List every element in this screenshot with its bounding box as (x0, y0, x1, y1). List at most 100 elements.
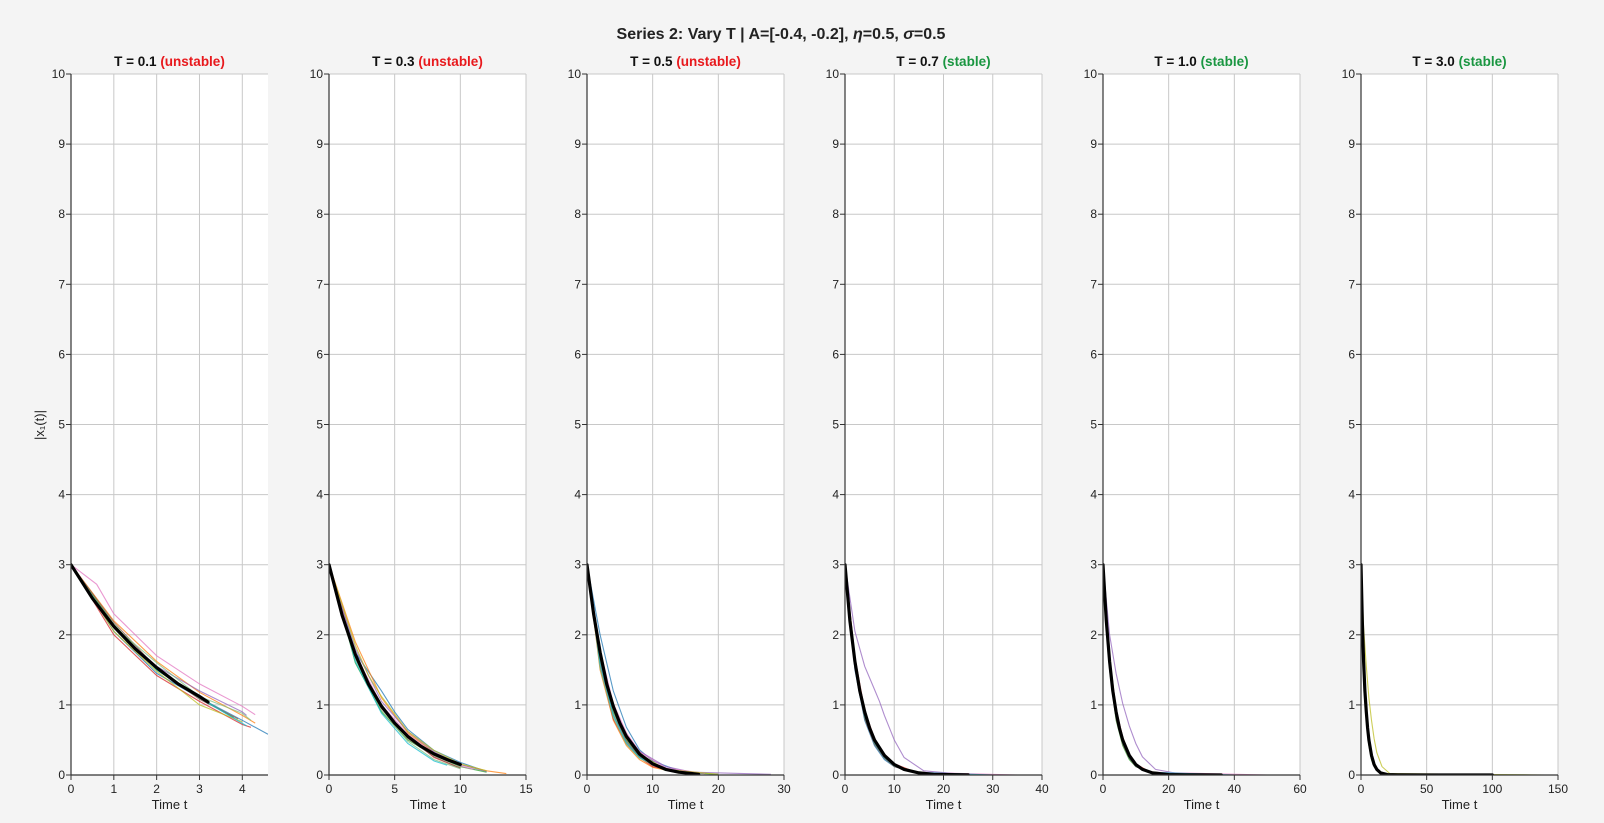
y-tick-label: 1 (574, 698, 581, 712)
y-tick-label: 4 (1348, 488, 1355, 502)
subplot-title-param: T = 1.0 (1154, 54, 1200, 69)
y-tick-label: 8 (832, 207, 839, 221)
y-tick-label: 6 (574, 347, 581, 361)
x-tick-label: 10 (646, 782, 660, 796)
y-tick-label: 6 (58, 347, 65, 361)
y-tick-label: 9 (1090, 137, 1097, 151)
y-tick-label: 3 (1090, 558, 1097, 572)
stability-label: (unstable) (160, 54, 225, 69)
y-tick-label: 7 (58, 277, 65, 291)
subplot-title: T = 0.1 (unstable) (114, 54, 225, 69)
y-tick-label: 10 (1342, 67, 1356, 81)
y-tick-label: 9 (574, 137, 581, 151)
subplot-title: T = 0.5 (unstable) (630, 54, 741, 69)
sample-path (1361, 564, 1545, 775)
y-tick-label: 0 (58, 768, 65, 782)
subplot-4: 0 1 2 3 4 5 6 7 8 9 10 0 10 20 30 40 Time t T = 0.7 (stab… (826, 54, 1049, 812)
sample-path (1103, 564, 1182, 775)
y-tick-label: 10 (52, 67, 66, 81)
y-tick-label: 4 (574, 488, 581, 502)
y-tick-label: 9 (316, 137, 323, 151)
y-tick-label: 2 (1090, 628, 1097, 642)
y-tick-label: 0 (1348, 768, 1355, 782)
subplot-title-param: T = 0.7 (896, 54, 942, 69)
x-tick-label: 0 (584, 782, 591, 796)
y-tick-label: 5 (1348, 418, 1355, 432)
x-tick-label: 5 (391, 782, 398, 796)
y-tick-label: 2 (316, 628, 323, 642)
y-tick-label: 6 (832, 347, 839, 361)
y-tick-label: 10 (310, 67, 324, 81)
y-tick-label: 10 (1084, 67, 1098, 81)
y-tick-label: 2 (1348, 628, 1355, 642)
stability-label: (unstable) (676, 54, 741, 69)
x-tick-label: 0 (1100, 782, 1107, 796)
y-tick-label: 8 (574, 207, 581, 221)
y-tick-label: 5 (58, 418, 65, 432)
x-axis-label: Time t (926, 797, 962, 812)
y-tick-label: 6 (316, 347, 323, 361)
series-group (845, 563, 1018, 775)
x-axis-label: Time t (1184, 797, 1220, 812)
series-group (71, 563, 268, 735)
y-tick-label: 3 (1348, 558, 1355, 572)
x-axis-label: Time t (152, 797, 188, 812)
x-tick-label: 1 (110, 782, 117, 796)
x-axis-label: Time t (668, 797, 704, 812)
stability-label: (unstable) (418, 54, 483, 69)
x-tick-label: 10 (888, 782, 902, 796)
figure-title-eta: η (853, 26, 863, 43)
x-tick-label: 20 (937, 782, 951, 796)
stability-label: (stable) (1201, 54, 1249, 69)
y-tick-label: 7 (1348, 277, 1355, 291)
x-tick-label: 0 (68, 782, 75, 796)
subplot-title-param: T = 3.0 (1412, 54, 1458, 69)
y-tick-label: 8 (58, 207, 65, 221)
x-tick-label: 50 (1420, 782, 1434, 796)
stability-label: (stable) (1459, 54, 1507, 69)
mean-path (587, 563, 701, 775)
y-tick-label: 3 (316, 558, 323, 572)
x-tick-label: 2 (153, 782, 160, 796)
y-tick-label: 5 (1090, 418, 1097, 432)
subplot-title: T = 1.0 (stable) (1154, 54, 1248, 69)
x-tick-label: 100 (1482, 782, 1502, 796)
y-tick-label: 4 (58, 488, 65, 502)
x-tick-label: 15 (519, 782, 533, 796)
y-tick-label: 2 (58, 628, 65, 642)
y-tick-label: 2 (832, 628, 839, 642)
x-tick-label: 0 (1358, 782, 1365, 796)
x-tick-label: 4 (239, 782, 246, 796)
figure-title-sigma: σ (903, 26, 915, 43)
y-tick-label: 0 (574, 768, 581, 782)
x-tick-label: 20 (1162, 782, 1176, 796)
series-group (587, 563, 771, 775)
x-tick-label: 0 (326, 782, 333, 796)
y-tick-label: 9 (832, 137, 839, 151)
sample-path (71, 564, 256, 724)
y-tick-label: 4 (1090, 488, 1097, 502)
x-tick-label: 40 (1035, 782, 1049, 796)
y-tick-label: 8 (316, 207, 323, 221)
subplot-title: T = 0.3 (unstable) (372, 54, 483, 69)
y-tick-label: 1 (1348, 698, 1355, 712)
subplot-5: 0 1 2 3 4 5 6 7 8 9 10 0 20 40 60 Time t T = 1.0 (stable… (1084, 54, 1307, 812)
figure-title-sigma-value: =0.5 (914, 26, 946, 43)
y-tick-label: 1 (58, 698, 65, 712)
x-tick-label: 30 (986, 782, 1000, 796)
y-tick-label: 0 (832, 768, 839, 782)
y-tick-label: 10 (568, 67, 582, 81)
y-tick-label: 3 (832, 558, 839, 572)
x-tick-label: 0 (842, 782, 849, 796)
subplot-title-param: T = 0.3 (372, 54, 418, 69)
subplot-title: T = 3.0 (stable) (1412, 54, 1506, 69)
y-tick-label: 9 (1348, 137, 1355, 151)
mean-path (845, 563, 970, 775)
subplot-title-param: T = 0.1 (114, 54, 160, 69)
y-tick-label: 5 (574, 418, 581, 432)
subplot-1: 0 1 2 3 4 5 6 7 8 9 10 0 1 2 3 4 Time t T = 0.1 (unstable… (52, 54, 268, 812)
y-tick-label: 7 (832, 277, 839, 291)
y-tick-label: 3 (58, 558, 65, 572)
y-tick-label: 7 (574, 277, 581, 291)
x-tick-label: 30 (777, 782, 791, 796)
